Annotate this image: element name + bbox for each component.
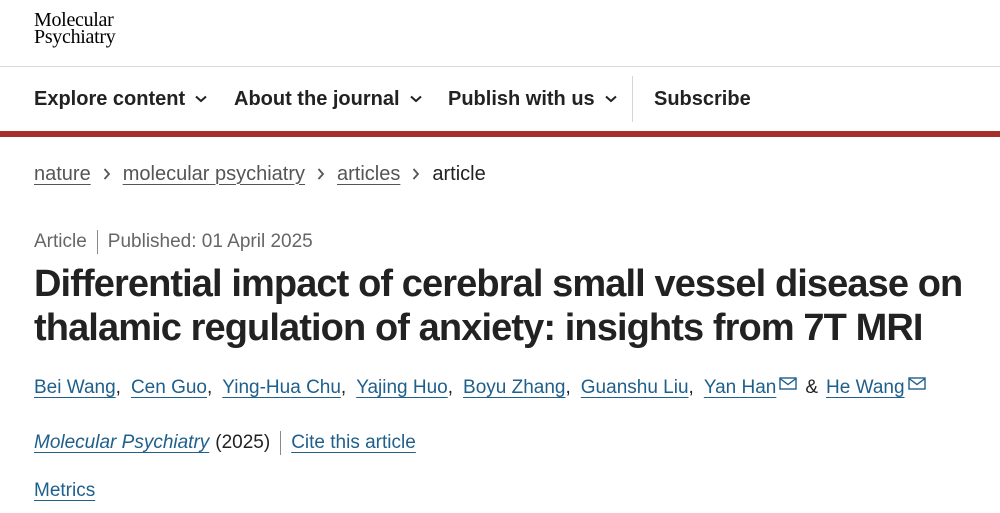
breadcrumb-articles[interactable]: articles <box>337 162 401 185</box>
published-date: Published: 01 April 2025 <box>107 231 313 252</box>
mail-icon[interactable] <box>779 376 798 390</box>
author-ampersand: & <box>805 377 819 398</box>
author-separator: , <box>565 377 571 398</box>
nav-subscribe-label: Subscribe <box>654 87 751 110</box>
nav-publish-with-us[interactable]: Publish with us <box>448 67 617 131</box>
article-type: Article <box>34 231 87 252</box>
cite-this-article-link[interactable]: Cite this article <box>291 432 416 453</box>
citation-separator <box>280 431 282 455</box>
author-separator: , <box>688 377 694 398</box>
breadcrumb-current: article <box>432 162 486 185</box>
breadcrumb: nature molecular psychiatry articles art… <box>34 161 486 187</box>
article-meta: Article Published: 01 April 2025 <box>34 229 313 255</box>
author-link[interactable]: Cen Guo <box>130 377 207 398</box>
nav-about-journal[interactable]: About the journal <box>234 67 422 131</box>
nav-explore-content[interactable]: Explore content <box>34 67 207 131</box>
logo-line-2: Psychiatry <box>34 26 116 48</box>
journal-link[interactable]: Molecular Psychiatry <box>34 432 210 453</box>
breadcrumb-nature[interactable]: nature <box>34 162 91 185</box>
chevron-down-icon <box>409 95 422 103</box>
chevron-down-icon <box>195 95 207 103</box>
nav-publish-label: Publish with us <box>448 87 595 110</box>
author-link[interactable]: He Wang <box>826 377 905 398</box>
citation-line: Molecular Psychiatry (2025) Cite this ar… <box>34 430 416 456</box>
logo-line-1: Molecular <box>34 9 114 31</box>
journal-logo[interactable]: Molecular Psychiatry <box>34 9 116 48</box>
nav-about-label: About the journal <box>234 87 400 110</box>
metrics-section: Metrics <box>34 478 95 504</box>
meta-separator <box>96 230 98 254</box>
chevron-right-icon <box>412 168 420 180</box>
article-title-line-2: thalamic regulation of anxiety: insights… <box>34 307 923 349</box>
header-divider <box>0 66 1000 67</box>
main-navigation: Explore content About the journal Publis… <box>0 67 1000 131</box>
nav-explore-label: Explore content <box>34 87 186 110</box>
breadcrumb-molecular-psychiatry[interactable]: molecular psychiatry <box>122 162 306 185</box>
article-title: Differential impact of cerebral small ve… <box>34 262 974 350</box>
chevron-right-icon <box>103 168 111 180</box>
author-separator: , <box>447 377 454 398</box>
author-link[interactable]: Guanshu Liu <box>580 377 689 398</box>
nav-subscribe[interactable]: Subscribe <box>654 67 751 131</box>
author-list: Bei Wang, Cen Guo, Ying-Hua Chu, Yajing … <box>34 375 926 401</box>
author-separator: , <box>340 377 347 398</box>
publication-year: (2025) <box>215 432 271 453</box>
author-link[interactable]: Yajing Huo <box>356 377 448 398</box>
author-separator: , <box>207 377 213 398</box>
nav-separator <box>632 76 633 122</box>
author-link[interactable]: Boyu Zhang <box>463 377 566 398</box>
author-link[interactable]: Yan Han <box>703 377 777 398</box>
mail-icon[interactable] <box>907 376 926 390</box>
article-title-line-1: Differential impact of cerebral small ve… <box>34 263 963 305</box>
chevron-down-icon <box>605 95 617 103</box>
author-link[interactable]: Ying-Hua Chu <box>222 377 341 398</box>
chevron-right-icon <box>317 168 325 180</box>
accent-bar <box>0 131 1000 137</box>
metrics-link[interactable]: Metrics <box>34 480 96 501</box>
author-separator: , <box>115 377 121 398</box>
author-link[interactable]: Bei Wang <box>34 377 116 398</box>
